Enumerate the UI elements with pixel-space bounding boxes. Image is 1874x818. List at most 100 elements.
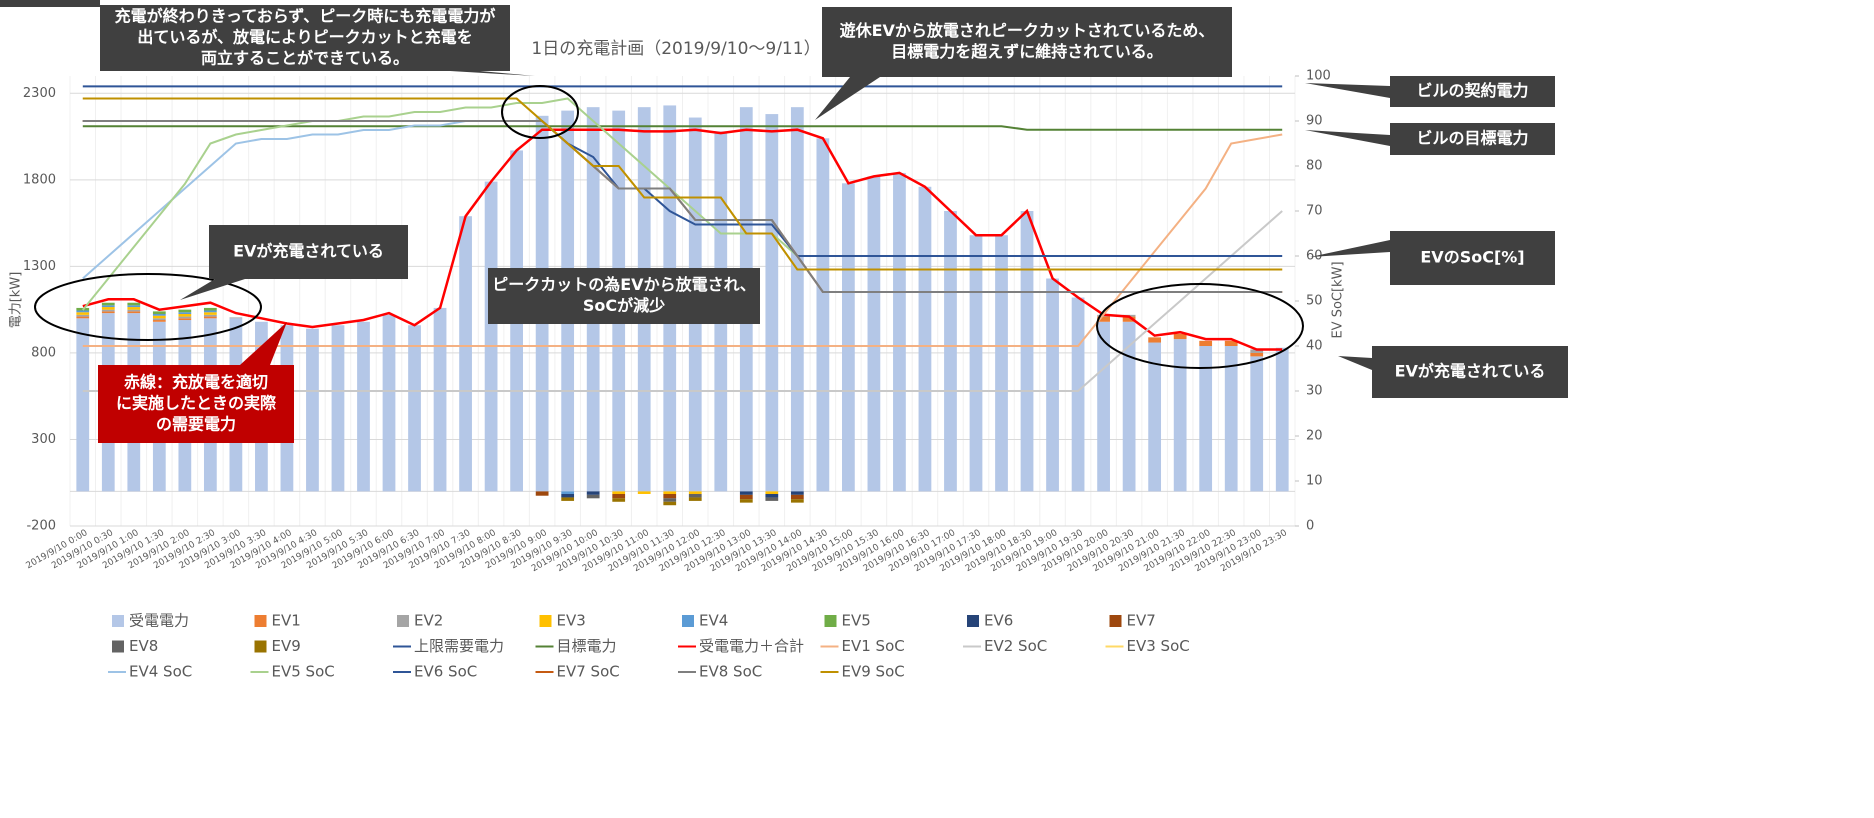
- bar: [203, 310, 217, 313]
- bar: [1173, 333, 1187, 340]
- callout-pointer: [450, 71, 535, 76]
- legend-label: EV6 SoC: [414, 663, 477, 681]
- callout-text: ピークカットの為EVから放電され、: [492, 275, 755, 294]
- legend-label: 受電電力＋合計: [699, 637, 804, 655]
- callout-text: EVのSoC[%]: [1420, 248, 1524, 267]
- bar: [203, 312, 217, 315]
- legend-swatch: [397, 615, 409, 627]
- bar: [918, 186, 932, 492]
- callout-pointer: [1338, 356, 1372, 370]
- bar: [1250, 352, 1264, 357]
- y-tick-label: -200: [26, 519, 56, 534]
- highlight-ellipse: [1096, 283, 1304, 369]
- y-tick-label: 2300: [23, 86, 56, 101]
- bar: [790, 499, 804, 503]
- legend-label: EV8 SoC: [699, 663, 762, 681]
- bar: [688, 493, 702, 498]
- highlight-ellipse: [34, 273, 262, 341]
- y-tick-label: 800: [31, 345, 56, 360]
- legend-swatch: [824, 615, 837, 627]
- callout-pointer: [180, 279, 245, 300]
- bar: [101, 311, 115, 314]
- bar: [203, 316, 217, 319]
- bar: [1224, 346, 1238, 492]
- legend-label: 目標電力: [557, 637, 617, 655]
- corner-tab: [0, 0, 100, 7]
- callout-text: EVが充電されている: [233, 242, 384, 261]
- chart-title: 1日の充電計画（2019/9/10〜9/11）: [531, 39, 820, 59]
- bar: [1046, 278, 1059, 492]
- bar: [586, 491, 600, 495]
- bar: [178, 318, 192, 321]
- y-tick-label: 1300: [23, 259, 56, 274]
- legend-label: EV6: [984, 612, 1013, 630]
- bar: [1071, 297, 1085, 492]
- bar: [76, 318, 90, 492]
- bar: [535, 491, 549, 496]
- legend-label: EV9: [272, 637, 301, 655]
- bar: [101, 309, 115, 312]
- callout-text: 赤線：充放電を適切: [124, 373, 268, 392]
- bar: [995, 235, 1008, 492]
- y2-tick-label: 40: [1306, 339, 1323, 354]
- bar: [1275, 347, 1289, 492]
- bar: [127, 309, 141, 312]
- bar: [152, 313, 166, 316]
- highlight-ellipse: [501, 85, 579, 139]
- callout-text: に実施したときの実際: [116, 394, 277, 413]
- bar: [408, 325, 421, 492]
- line: [82, 128, 1283, 351]
- y2-axis-title: EV SoC[kW]: [1331, 261, 1346, 338]
- bar: [203, 307, 217, 311]
- bar: [663, 493, 677, 499]
- legend-label: EV2 SoC: [984, 637, 1047, 655]
- bar: [152, 311, 166, 314]
- callout-pointer: [1310, 240, 1390, 257]
- legend-swatch: [254, 615, 267, 627]
- line: [82, 133, 1283, 347]
- bar: [867, 176, 881, 492]
- legend-label: EV9 SoC: [842, 663, 905, 681]
- callout-box: [822, 7, 1232, 77]
- bar: [76, 314, 90, 317]
- bar: [433, 307, 447, 492]
- legend-label: EV4 SoC: [129, 663, 192, 681]
- callout-box: [98, 365, 294, 443]
- legend-label: 上限需要電力: [414, 637, 504, 655]
- bar: [127, 311, 141, 314]
- legend-swatch: [112, 640, 124, 653]
- y2-tick-label: 20: [1306, 429, 1323, 444]
- bar: [152, 315, 166, 319]
- bar: [1148, 342, 1162, 492]
- bar: [944, 211, 957, 492]
- line: [82, 120, 1283, 293]
- bar: [816, 138, 830, 492]
- legend-label: EV5 SoC: [272, 663, 335, 681]
- callout-pointer: [240, 322, 287, 365]
- bar: [1097, 316, 1110, 322]
- bar: [561, 493, 575, 498]
- legend-swatch: [967, 615, 979, 627]
- callout-text: 出ているが、放電によりピークカットと充電を: [137, 28, 472, 47]
- bar: [306, 328, 319, 492]
- callout-pointer: [815, 77, 880, 120]
- callout-text: 目標電力を超えずに維持されている。: [891, 42, 1163, 61]
- bar: [229, 317, 243, 319]
- bar: [127, 307, 141, 310]
- legend-label: 受電電力: [129, 612, 189, 630]
- bar: [178, 316, 192, 319]
- callout-text: SoCが減少: [583, 296, 665, 315]
- legend-swatch: [254, 640, 267, 653]
- bar: [637, 491, 651, 494]
- callout-text: EVが充電されている: [1395, 362, 1546, 381]
- callout-box: [488, 268, 760, 324]
- bar: [969, 235, 983, 492]
- line: [82, 97, 798, 311]
- callout-box: [1372, 346, 1568, 398]
- callout-box: [1390, 123, 1555, 155]
- bar: [842, 183, 855, 492]
- bar: [1250, 349, 1264, 353]
- bar: [76, 310, 90, 313]
- callout-box: [1390, 231, 1555, 285]
